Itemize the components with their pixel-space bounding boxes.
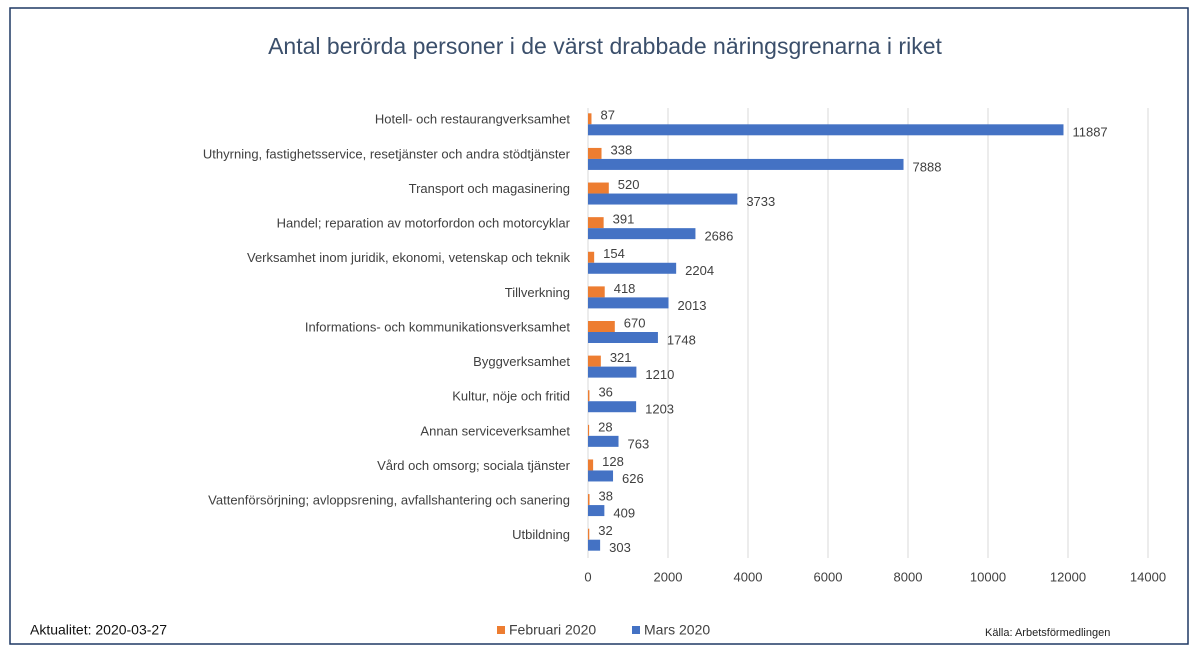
data-label: 28 xyxy=(598,419,612,434)
data-label: 87 xyxy=(600,108,614,123)
bar xyxy=(588,147,602,159)
bar xyxy=(588,332,658,343)
y-tick-label: Tillverkning xyxy=(505,285,570,300)
y-tick-label: Hotell- och restaurangverksamhet xyxy=(375,112,570,127)
bar xyxy=(588,251,595,263)
data-label: 409 xyxy=(613,506,635,521)
bar xyxy=(588,217,604,229)
bar xyxy=(588,193,738,205)
data-label: 303 xyxy=(609,540,631,555)
y-tick-label: Vattenförsörjning; avloppsrening, avfall… xyxy=(208,493,570,508)
x-tick-label: 2000 xyxy=(654,569,683,584)
bar xyxy=(588,297,669,309)
bar xyxy=(588,459,594,471)
data-label: 626 xyxy=(622,471,644,486)
bar xyxy=(588,124,1064,136)
legend-swatch xyxy=(497,626,505,634)
bar xyxy=(588,262,677,274)
data-label: 321 xyxy=(610,350,632,365)
data-label: 128 xyxy=(602,454,624,469)
bar xyxy=(588,435,619,447)
source: Källa: Arbetsförmedlingen xyxy=(985,627,1110,639)
x-tick-label: 8000 xyxy=(894,569,923,584)
bar xyxy=(588,366,637,378)
y-tick-label: Vård och omsorg; sociala tjänster xyxy=(377,458,571,473)
y-tick-label: Byggverksamhet xyxy=(473,354,570,369)
bar xyxy=(588,401,637,413)
data-label: 1203 xyxy=(645,402,674,417)
data-label: 2204 xyxy=(685,263,714,278)
y-tick-label: Kultur, nöje och fritid xyxy=(452,389,570,404)
bar xyxy=(588,528,590,540)
bar xyxy=(588,113,592,125)
data-label: 1748 xyxy=(667,332,696,347)
legend-label: Februari 2020 xyxy=(509,622,596,638)
bar xyxy=(588,158,904,170)
bar xyxy=(588,470,614,482)
x-tick-label: 12000 xyxy=(1050,569,1086,584)
y-tick-label: Informations- och kommunikationsverksamh… xyxy=(305,319,571,334)
bar xyxy=(588,539,601,551)
note: Aktualitet: 2020-03-27 xyxy=(30,622,167,638)
frame xyxy=(9,7,1189,645)
x-tick-label: 4000 xyxy=(734,569,763,584)
y-tick-label: Transport och magasinering xyxy=(409,181,570,196)
data-label: 391 xyxy=(613,212,635,227)
bar xyxy=(588,228,696,240)
bar xyxy=(588,494,590,506)
data-label: 763 xyxy=(628,436,650,451)
data-label: 2686 xyxy=(704,229,733,244)
data-label: 11887 xyxy=(1072,125,1107,140)
data-label: 520 xyxy=(618,177,640,192)
data-label: 1210 xyxy=(645,367,674,382)
bar xyxy=(588,182,609,194)
x-tick-label: 14000 xyxy=(1130,569,1166,584)
data-label: 7888 xyxy=(913,159,942,174)
x-tick-label: 0 xyxy=(584,569,591,584)
chart-title: Antal berörda personer i de värst drabba… xyxy=(268,33,942,59)
legend-swatch xyxy=(632,626,640,634)
y-tick-label: Utbildning xyxy=(512,527,570,542)
y-tick-label: Verksamhet inom juridik, ekonomi, vetens… xyxy=(247,250,570,265)
data-label: 338 xyxy=(611,142,633,157)
bar xyxy=(588,424,590,436)
data-label: 3733 xyxy=(746,194,775,209)
bar xyxy=(588,390,590,402)
bar xyxy=(588,286,605,298)
y-tick-label: Annan serviceverksamhet xyxy=(420,423,570,438)
data-label: 36 xyxy=(598,385,612,400)
data-label: 418 xyxy=(614,281,636,296)
data-label: 2013 xyxy=(678,298,707,313)
data-label: 32 xyxy=(598,523,612,538)
data-label: 154 xyxy=(603,246,625,261)
x-tick-label: 10000 xyxy=(970,569,1006,584)
data-label: 670 xyxy=(624,315,646,330)
bar xyxy=(588,321,615,332)
bar xyxy=(588,505,605,517)
x-tick-label: 6000 xyxy=(814,569,843,584)
bar xyxy=(588,355,601,367)
legend-label: Mars 2020 xyxy=(644,622,710,638)
data-label: 38 xyxy=(599,489,613,504)
y-tick-label: Handel; reparation av motorfordon och mo… xyxy=(277,216,571,231)
y-tick-label: Uthyrning, fastighetsservice, resetjänst… xyxy=(203,146,571,161)
